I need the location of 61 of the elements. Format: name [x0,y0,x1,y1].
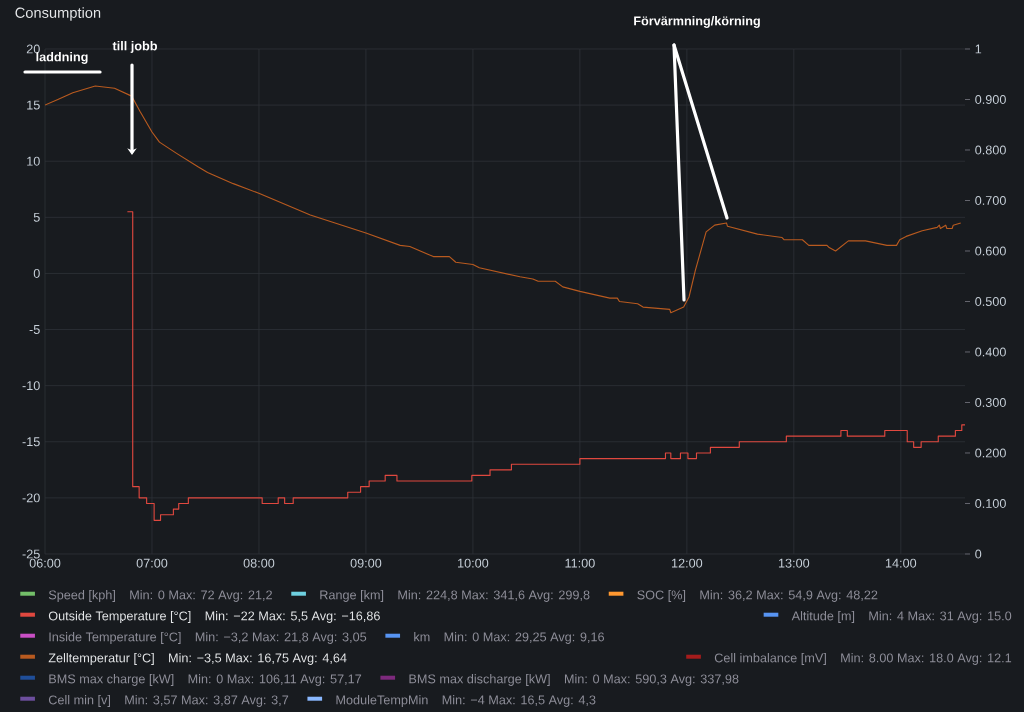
legend-label: Altitude [m] [791,611,855,623]
text: Min: 0 Max: 29,25 Avg: 9,16 [444,632,605,644]
legend-label: BMS max discharge [kW] [409,674,550,686]
text: Min: −4 Max: 16,5 Avg: 4,3 [442,695,596,707]
legend-label: Inside Temperature [°C] [49,632,181,644]
y2-tick-label: 0.600 [975,246,1006,256]
y-tick-label: -10 [22,381,40,391]
text: Min: −3,2 Max: 21,8 Avg: 3,05 [195,632,367,644]
legend-label: km [414,632,430,642]
y-tick-label: 15 [27,100,40,110]
y-tick-label: -25 [22,549,40,559]
legend-label: SOC [%] [637,590,686,602]
legend-label: Zelltemperatur [°C] [48,653,154,665]
text: Min: 0 Max: 590,3 Avg: 337,98 [564,674,739,686]
text: Min: 36,2 Max: 54,9 Avg: 48,22 [700,590,878,602]
legend-label: BMS max charge [kW] [49,674,174,686]
x-tick-label: 11:00 [565,558,595,568]
x-tick-label: 07:00 [136,558,168,568]
text: Min: 224,8 Max: 341,6 Avg: 299,8 [398,590,590,602]
x-tick-label: 09:00 [350,558,382,568]
y-tick-label: 10 [27,156,40,166]
y-tick-label: -5 [29,325,40,334]
y2-tick-label: 0.300 [975,398,1006,407]
y-tick-label: 20 [26,44,40,54]
x-tick-label: 12:00 [671,558,703,568]
x-tick-label: 13:00 [778,558,810,568]
y2-tick-label: 0.200 [975,448,1006,458]
y2-tick-label: 0.500 [975,297,1006,306]
legend-label: Cell min [v] [48,695,110,707]
x-tick-label: 08:00 [243,558,275,568]
text: Min: −3,5 Max: 16,75 Avg: 4,64 [169,653,347,665]
text: Min: 0 Max: 72 Avg: 21,2 [130,590,272,602]
y-tick-label: 5 [33,212,40,222]
text: Min: 0 Max: 106,11 Avg: 57,17 [188,674,362,686]
legend-label: Range [km] [320,590,384,602]
x-tick-label: 14:00 [885,558,917,568]
y2-tick-label: 0 [975,549,982,559]
y2-tick-label: 0.100 [975,499,1006,508]
annotation: laddning [36,52,88,64]
y2-tick-label: 0.700 [975,196,1006,205]
y2-tick-label: 0.800 [975,145,1006,155]
x-tick-label: 06:00 [29,558,61,568]
chart-title: Consumption [15,7,101,21]
x-tick-label: 10:00 [458,558,489,568]
y-tick-label: -15 [22,437,40,447]
y2-tick-label: 0.900 [975,95,1006,104]
line-series [45,85,962,314]
y2-tick-label: 1 [975,44,982,54]
y-tick-label: 0 [33,268,40,278]
y2-tick-label: 0.400 [975,347,1006,357]
legend-label: Speed [kph] [48,590,115,602]
text: Förvärmning/körning [634,16,760,28]
text: Min: 3,57 Max: 3,87 Avg: 3,7 [125,695,289,707]
text: Min: 4 Max: 31 Avg: 15.0 [869,611,1012,623]
y-tick-label: -20 [22,493,40,503]
legend-label: Outside Temperature [°C] [48,611,191,623]
legend-label: Cell imbalance [mV] [714,653,826,665]
text: Min: −22 Max: 5,5 Avg: −16,86 [205,611,380,623]
text: Min: 8.00 Max: 18.0 Avg: 12.1 [841,653,1012,665]
annotation: till jobb [112,41,157,53]
legend-label: ModuleTempMin [336,695,428,707]
